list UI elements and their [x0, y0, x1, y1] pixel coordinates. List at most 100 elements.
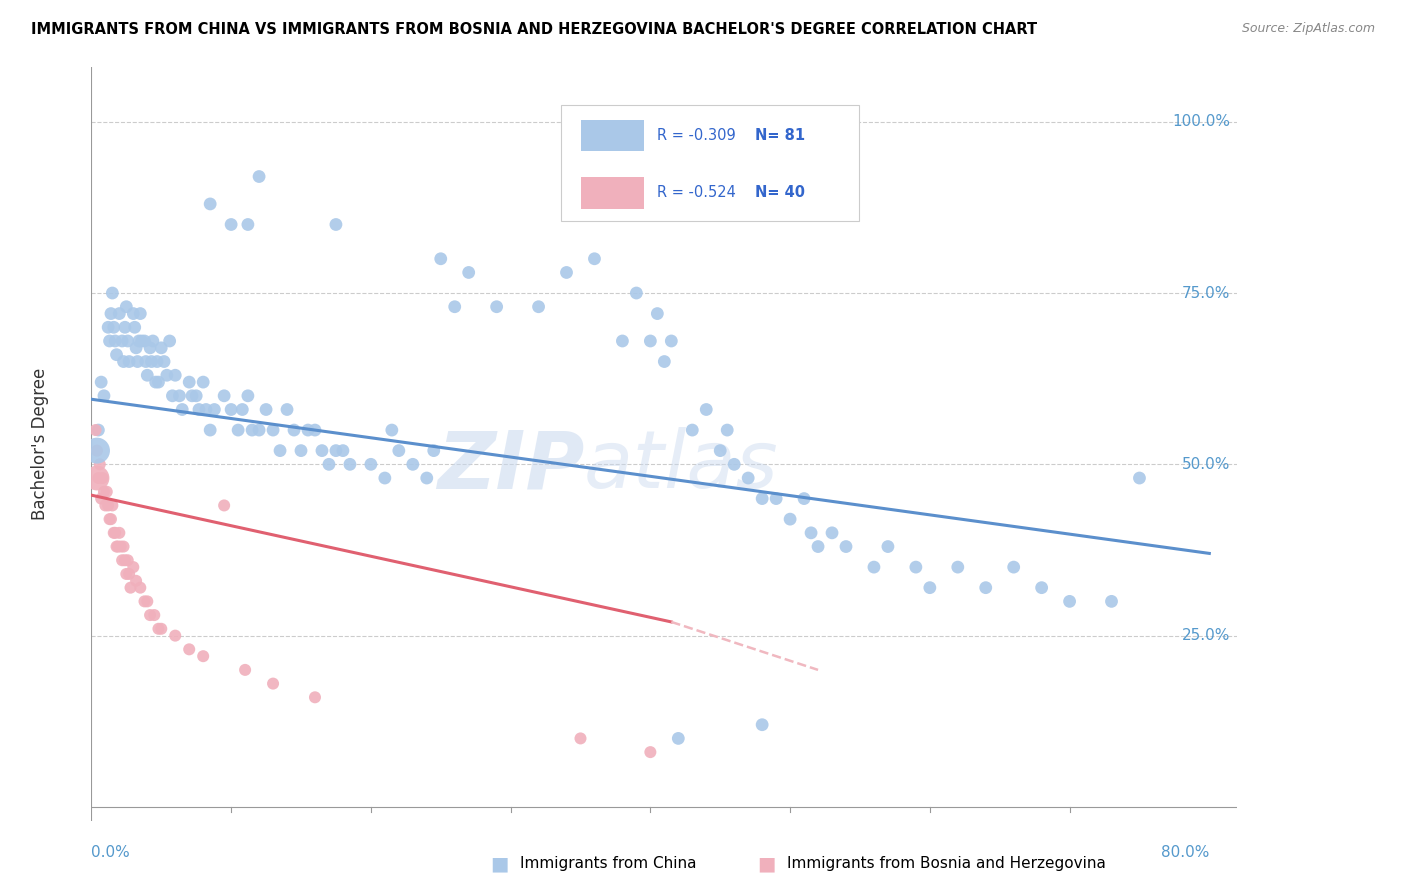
- Point: [304, 690, 326, 705]
- Point: [236, 389, 259, 403]
- Point: [165, 368, 187, 383]
- Point: [112, 540, 135, 554]
- Text: N= 81: N= 81: [755, 128, 806, 143]
- Point: [181, 389, 204, 403]
- Point: [103, 320, 125, 334]
- Point: [659, 334, 682, 348]
- Point: [877, 540, 900, 554]
- Point: [114, 320, 136, 334]
- Point: [156, 368, 179, 383]
- Point: [681, 423, 703, 437]
- Point: [262, 676, 284, 690]
- Point: [247, 423, 270, 437]
- Point: [145, 375, 167, 389]
- Point: [233, 663, 256, 677]
- Point: [695, 402, 717, 417]
- Point: [737, 471, 759, 485]
- Point: [125, 574, 148, 588]
- Point: [142, 334, 165, 348]
- Point: [169, 389, 191, 403]
- Point: [139, 608, 162, 623]
- Point: [150, 341, 173, 355]
- Point: [918, 581, 941, 595]
- Point: [107, 540, 129, 554]
- Point: [111, 334, 134, 348]
- Point: [86, 443, 108, 458]
- Point: [626, 285, 648, 300]
- Point: [108, 307, 131, 321]
- Point: [219, 218, 242, 232]
- Point: [179, 375, 201, 389]
- Text: Bachelor's Degree: Bachelor's Degree: [31, 368, 49, 520]
- Point: [283, 423, 305, 437]
- Point: [821, 525, 844, 540]
- Point: [751, 491, 773, 506]
- Point: [583, 252, 606, 266]
- Point: [555, 265, 578, 279]
- Point: [136, 368, 159, 383]
- Point: [1101, 594, 1123, 608]
- Point: [105, 348, 128, 362]
- Point: [640, 745, 662, 759]
- Point: [128, 334, 150, 348]
- Point: [416, 471, 439, 485]
- Point: [127, 354, 149, 368]
- Point: [101, 499, 124, 513]
- FancyBboxPatch shape: [561, 104, 859, 221]
- Point: [202, 402, 225, 417]
- Point: [652, 354, 675, 368]
- Point: [325, 443, 347, 458]
- Point: [946, 560, 969, 574]
- Point: [1002, 560, 1025, 574]
- Text: Immigrants from China: Immigrants from China: [520, 856, 697, 871]
- Point: [108, 525, 131, 540]
- Point: [105, 540, 128, 554]
- Text: ZIP: ZIP: [437, 427, 583, 506]
- Point: [117, 553, 139, 567]
- Point: [188, 402, 211, 417]
- Point: [457, 265, 479, 279]
- Point: [148, 622, 170, 636]
- Point: [96, 484, 118, 499]
- Point: [86, 471, 108, 485]
- Point: [90, 491, 112, 506]
- Point: [807, 540, 830, 554]
- Point: [124, 320, 146, 334]
- Point: [111, 553, 134, 567]
- Text: 80.0%: 80.0%: [1161, 845, 1209, 860]
- Point: [146, 354, 169, 368]
- Point: [647, 307, 669, 321]
- Point: [974, 581, 997, 595]
- Point: [402, 458, 425, 472]
- Text: N= 40: N= 40: [755, 186, 804, 201]
- Point: [87, 471, 110, 485]
- Point: [527, 300, 550, 314]
- Point: [276, 402, 298, 417]
- Point: [332, 443, 354, 458]
- Point: [388, 443, 411, 458]
- Point: [162, 389, 184, 403]
- Point: [374, 471, 396, 485]
- Point: [779, 512, 801, 526]
- Point: [104, 334, 127, 348]
- Point: [114, 553, 136, 567]
- Point: [122, 560, 145, 574]
- Point: [793, 491, 815, 506]
- Point: [172, 402, 194, 417]
- Point: [269, 443, 291, 458]
- Point: [429, 252, 451, 266]
- Point: [118, 354, 141, 368]
- Point: [640, 334, 662, 348]
- Point: [193, 375, 215, 389]
- Text: IMMIGRANTS FROM CHINA VS IMMIGRANTS FROM BOSNIA AND HERZEGOVINA BACHELOR'S DEGRE: IMMIGRANTS FROM CHINA VS IMMIGRANTS FROM…: [31, 22, 1038, 37]
- Point: [863, 560, 886, 574]
- Point: [150, 622, 173, 636]
- Point: [262, 423, 284, 437]
- Point: [226, 423, 249, 437]
- Text: 100.0%: 100.0%: [1173, 114, 1230, 129]
- Point: [97, 320, 120, 334]
- Point: [117, 334, 139, 348]
- Point: [129, 307, 152, 321]
- Point: [325, 218, 347, 232]
- Point: [139, 341, 162, 355]
